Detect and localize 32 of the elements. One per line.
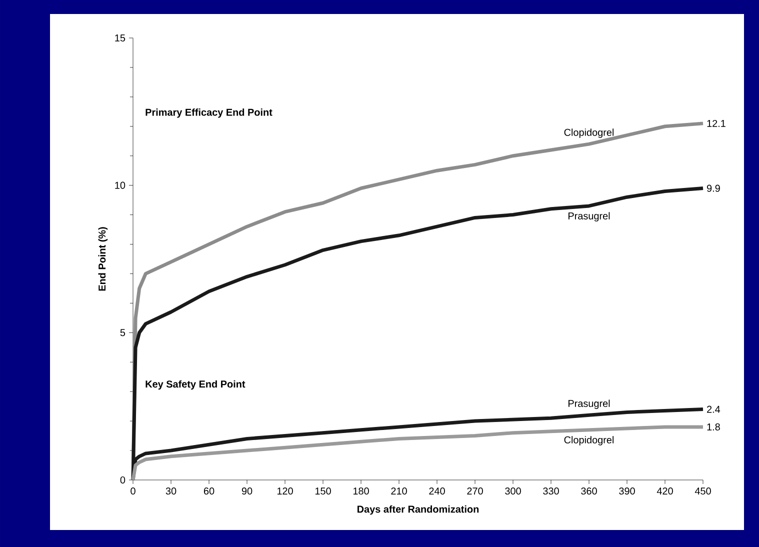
data-label: 2.4 (707, 406, 720, 413)
x-tick-label: 450 (694, 488, 711, 495)
annotation: Primary Efficacy End Point (146, 108, 272, 118)
x-tick-label: 330 (543, 488, 559, 495)
x-tick-label: 120 (277, 488, 293, 495)
x-tick-label: 60 (204, 488, 214, 495)
x-tick-label: 0 (130, 488, 136, 495)
y-tick-label: 5 (120, 329, 126, 336)
x-tick-label: 180 (353, 488, 369, 495)
x-tick-label: 390 (619, 488, 635, 495)
y-tick-label: 10 (115, 182, 126, 189)
data-label: 12.1 (707, 120, 726, 127)
y-tick-label: 15 (115, 34, 126, 42)
annotation: Key Safety End Point (146, 380, 246, 390)
x-tick-label: 270 (467, 488, 483, 495)
x-tick-label: 30 (166, 488, 176, 495)
y-axis-title: End Point (%) (98, 227, 108, 291)
data-label: 1.8 (707, 423, 720, 430)
x-tick-label: 300 (505, 488, 521, 495)
series-label: Clopidogrel (564, 436, 614, 446)
x-tick-label: 150 (315, 488, 331, 495)
series-label: Prasugrel (568, 212, 610, 222)
x-tick-label: 360 (581, 488, 597, 495)
x-tick-label: 90 (242, 488, 252, 495)
x-tick-label: 240 (429, 488, 445, 495)
series-label: Prasugrel (568, 400, 610, 409)
x-tick-label: 420 (656, 488, 673, 495)
x-axis-title: Days after Randomization (358, 505, 479, 515)
x-tick-label: 210 (391, 488, 407, 495)
y-tick-label: 0 (120, 476, 126, 484)
series-label: Clopidogrel (564, 128, 614, 138)
data-label: 9.9 (706, 184, 720, 192)
